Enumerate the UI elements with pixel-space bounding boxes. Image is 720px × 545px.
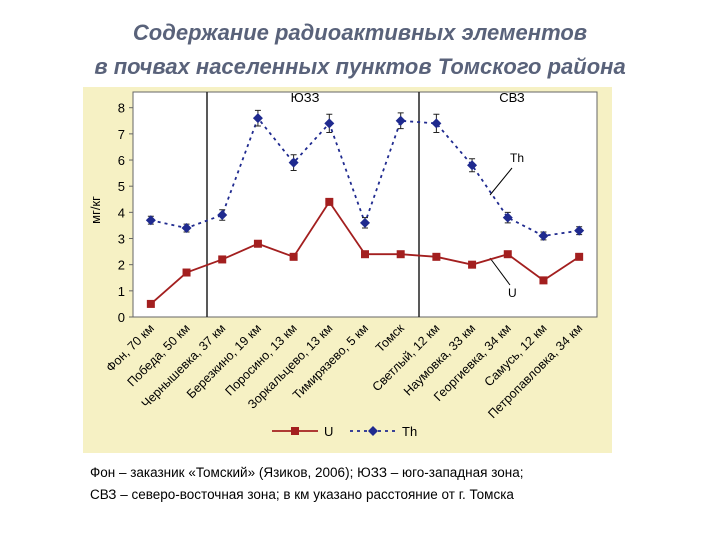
- marker: [146, 299, 155, 308]
- marker: [431, 118, 442, 129]
- marker: [467, 160, 478, 171]
- marker: [395, 115, 406, 126]
- caption: СВЗ – северо-восточная зона; в км указан…: [90, 487, 514, 502]
- marker: [360, 217, 370, 228]
- marker: [218, 255, 227, 264]
- title: Содержание радиоактивных элементов: [133, 20, 587, 45]
- marker: [468, 260, 477, 269]
- marker: [502, 212, 513, 223]
- marker: [217, 209, 228, 220]
- zone-label: ЮЗЗ: [291, 90, 320, 105]
- y-tick-label: 2: [118, 258, 125, 273]
- legend-label: U: [324, 424, 333, 439]
- legend-marker: [368, 426, 378, 436]
- y-tick-label: 5: [118, 179, 125, 194]
- marker: [361, 250, 369, 259]
- marker: [432, 252, 441, 261]
- annotation: Th: [510, 151, 524, 165]
- annotation-arrow: [489, 257, 511, 286]
- marker: [289, 252, 298, 261]
- marker: [575, 252, 584, 261]
- marker: [503, 250, 512, 259]
- y-tick-label: 8: [118, 101, 125, 116]
- title: в почвах населенных пунктов Томского рай…: [94, 54, 625, 79]
- marker: [538, 230, 549, 241]
- y-tick-label: 0: [118, 310, 125, 325]
- marker: [539, 276, 548, 285]
- marker: [288, 157, 299, 168]
- marker: [182, 268, 191, 277]
- marker: [253, 239, 262, 248]
- y-tick-label: 1: [118, 284, 125, 299]
- zone-label: СВЗ: [499, 90, 525, 105]
- annotation-arrow: [489, 167, 513, 196]
- y-axis-label: мг/кг: [88, 196, 103, 224]
- y-tick-label: 4: [118, 205, 125, 220]
- legend-marker: [291, 427, 299, 435]
- marker: [396, 250, 405, 259]
- marker: [252, 113, 263, 124]
- marker: [325, 197, 334, 206]
- legend-label: Th: [402, 424, 417, 439]
- caption: Фон – заказник «Томский» (Язиков, 2006);…: [90, 465, 523, 480]
- annotation: U: [508, 286, 517, 300]
- marker: [574, 225, 585, 236]
- marker: [181, 223, 192, 234]
- y-tick-label: 3: [118, 232, 125, 247]
- plot-area: [132, 91, 598, 318]
- marker: [145, 215, 156, 226]
- y-tick-label: 6: [118, 153, 125, 168]
- y-tick-label: 7: [118, 127, 125, 142]
- marker: [324, 118, 335, 129]
